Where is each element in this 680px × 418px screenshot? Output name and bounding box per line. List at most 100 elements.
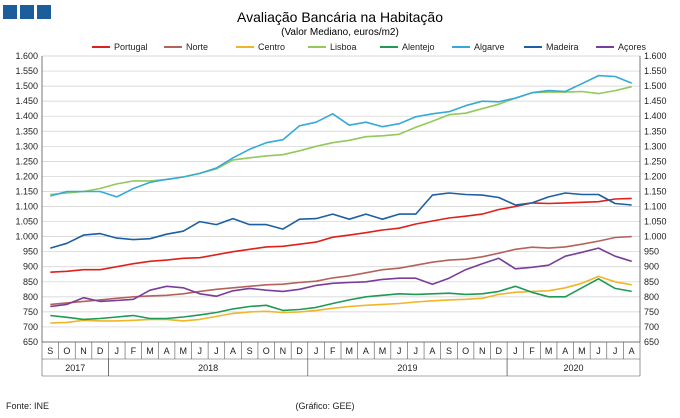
y-tick-label-left: 1.050 [15,217,38,227]
logo-square-3 [37,5,51,19]
legend-item-alentejo: Alentejo [380,42,435,52]
legend: Portugal Norte Centro Lisboa Alentejo Algarve… [92,42,647,52]
legend-item-algarve: Algarve [452,42,505,52]
x-tick-label-year: 2020 [564,363,584,373]
series-line-lisboa [50,85,632,196]
series-line-alentejo [50,277,632,321]
x-tick-label-month: J [596,346,601,356]
y-tick-label-left: 850 [23,277,38,287]
x-tick-label-month: J [513,346,518,356]
x-tick-label-year: 2018 [198,363,218,373]
y-tick-label-right: 950 [644,247,659,257]
x-tick-label-month: D [496,346,503,356]
y-tick-label-left: 1.200 [15,171,38,181]
x-tick-label-month: J [397,346,402,356]
x-tick-label-month: M [545,346,553,356]
x-tick-label-month: D [97,346,104,356]
x-tick-label-year: 2017 [65,363,85,373]
y-tick-label-left: 1.350 [15,126,38,136]
chart-title: Avaliação Bancária na Habitação [237,9,443,25]
legend-label: Alentejo [402,42,435,52]
x-axis: S O N D J F M A M J J A S O N D J F M A M J J A S O N D J F M A M J J A2017… [41,341,641,377]
x-tick-label-month: O [263,346,270,356]
x-tick-label-month: A [429,346,435,356]
x-tick-label-month: J [214,346,219,356]
y-tick-label-right: 1.300 [644,141,667,151]
y-axis-left: 650 700 750 800 850 900 950 1.000 1.050 1.100 1.15… [15,51,43,347]
series-line-acores [50,247,632,308]
x-tick-label-month: M [346,346,354,356]
x-tick-label-month: N [280,346,287,356]
legend-item-lisboa: Lisboa [308,42,357,52]
y-tick-label-left: 1.300 [15,141,38,151]
chart-subtitle: (Valor Mediano, euros/m2) [281,27,399,38]
y-tick-label-left: 1.150 [15,186,38,196]
legend-label: Portugal [114,42,148,52]
y-tick-label-right: 900 [644,262,659,272]
y-tick-label-left: 750 [23,307,38,317]
y-tick-label-right: 1.150 [644,186,667,196]
x-tick-label-month: M [578,346,586,356]
y-tick-label-left: 700 [23,322,38,332]
logo-square-2 [20,5,34,19]
source-note: Fonte: INE [6,401,49,411]
plot-area [50,74,632,324]
y-tick-label-left: 1.600 [15,51,38,61]
legend-label: Norte [186,42,208,52]
y-tick-label-right: 1.100 [644,202,667,212]
legend-item-norte: Norte [164,42,208,52]
y-tick-label-left: 1.500 [15,81,38,91]
y-tick-label-left: 1.100 [15,202,38,212]
y-tick-label-right: 1.200 [644,171,667,181]
x-tick-label-month: S [247,346,253,356]
x-tick-label-month: F [330,346,336,356]
y-tick-label-left: 800 [23,292,38,302]
x-tick-label-month: M [179,346,187,356]
y-tick-label-left: 950 [23,247,38,257]
legend-label: Açores [618,42,647,52]
y-axis-right: 650 700 750 800 850 900 950 1.000 1.050 1.100 1.15… [639,51,667,347]
legend-item-acores: Açores [596,42,647,52]
y-tick-label-right: 1.250 [644,156,667,166]
series-line-portugal [50,197,632,273]
legend-label: Lisboa [330,42,357,52]
x-tick-label-year: 2019 [397,363,417,373]
legend-label: Centro [258,42,285,52]
x-tick-label-month: D [296,346,303,356]
series-line-centro [50,275,632,324]
legend-label: Madeira [546,42,579,52]
y-tick-label-right: 1.000 [644,232,667,242]
logo [3,5,51,19]
y-tick-label-right: 1.350 [644,126,667,136]
y-tick-label-right: 800 [644,292,659,302]
y-tick-label-right: 1.450 [644,96,667,106]
y-tick-label-left: 1.250 [15,156,38,166]
x-tick-label-month: M [146,346,154,356]
y-tick-label-right: 1.550 [644,66,667,76]
series-line-algarve [50,74,632,198]
y-tick-label-right: 1.400 [644,111,667,121]
x-tick-label-month: S [446,346,452,356]
y-tick-label-left: 1.450 [15,96,38,106]
x-tick-label-month: F [131,346,137,356]
y-tick-label-left: 900 [23,262,38,272]
x-tick-label-month: J [198,346,203,356]
x-tick-label-month: A [562,346,568,356]
x-tick-label-month: A [363,346,369,356]
y-tick-label-left: 1.550 [15,66,38,76]
x-tick-label-month: O [63,346,70,356]
x-tick-label-month: J [314,346,319,356]
x-tick-label-month: A [230,346,236,356]
legend-item-portugal: Portugal [92,42,148,52]
logo-square-1 [3,5,17,19]
x-tick-label-month: A [629,346,635,356]
x-tick-label-month: J [414,346,419,356]
chart-credit: (Gráfico: GEE) [295,401,354,411]
series-line-norte [50,235,632,306]
x-tick-label-month: M [379,346,387,356]
y-tick-label-right: 700 [644,322,659,332]
y-tick-label-right: 1.600 [644,51,667,61]
y-tick-label-right: 1.050 [644,217,667,227]
x-tick-label-month: S [47,346,53,356]
series-line-madeira [50,192,632,249]
